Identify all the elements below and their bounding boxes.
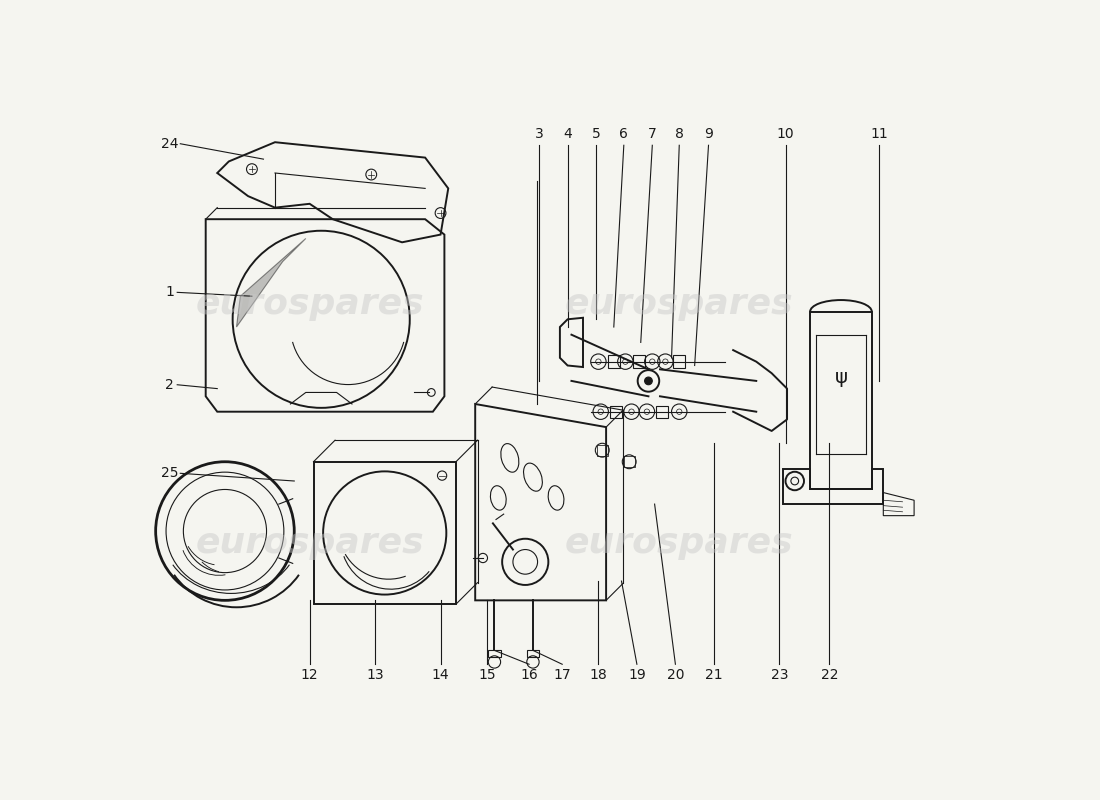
Text: 11: 11: [870, 127, 889, 142]
Text: 13: 13: [366, 668, 384, 682]
Text: 23: 23: [771, 668, 788, 682]
Text: 16: 16: [520, 668, 538, 682]
Bar: [488, 650, 501, 657]
Text: ψ: ψ: [835, 367, 847, 386]
Polygon shape: [236, 238, 306, 327]
Bar: [634, 355, 646, 368]
Text: 12: 12: [300, 668, 319, 682]
Text: 1: 1: [165, 286, 174, 299]
Bar: [527, 650, 539, 657]
Text: 18: 18: [590, 668, 607, 682]
Text: 15: 15: [477, 668, 496, 682]
Text: 9: 9: [704, 127, 713, 142]
Text: 8: 8: [674, 127, 684, 142]
Bar: [656, 406, 669, 418]
Text: 21: 21: [705, 668, 723, 682]
Text: eurospares: eurospares: [196, 526, 424, 560]
Text: 4: 4: [563, 127, 572, 142]
Bar: [607, 355, 620, 368]
Circle shape: [638, 370, 659, 392]
Text: 19: 19: [628, 668, 646, 682]
Text: 14: 14: [431, 668, 450, 682]
Bar: [624, 456, 635, 467]
Text: 5: 5: [592, 127, 601, 142]
Text: 22: 22: [821, 668, 838, 682]
Bar: [609, 406, 623, 418]
Text: 17: 17: [553, 668, 571, 682]
Text: 7: 7: [648, 127, 657, 142]
Text: eurospares: eurospares: [565, 526, 793, 560]
Text: 24: 24: [161, 137, 178, 150]
Bar: [597, 445, 607, 455]
Text: 25: 25: [161, 466, 178, 480]
Text: 10: 10: [777, 127, 794, 142]
Text: eurospares: eurospares: [196, 287, 424, 321]
Bar: [314, 462, 456, 604]
Text: eurospares: eurospares: [565, 287, 793, 321]
Bar: [673, 355, 685, 368]
Text: 2: 2: [165, 378, 174, 392]
Text: 3: 3: [535, 127, 543, 142]
Text: 20: 20: [667, 668, 684, 682]
Text: 6: 6: [619, 127, 628, 142]
Circle shape: [645, 377, 652, 385]
